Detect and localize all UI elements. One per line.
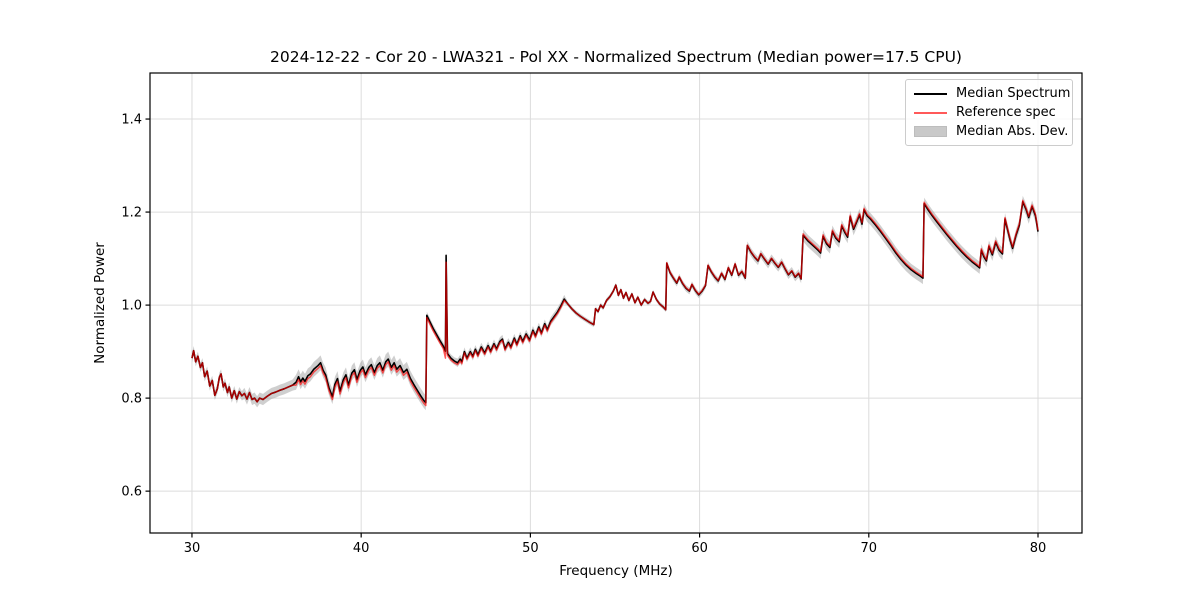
- x-axis-label: Frequency (MHz): [559, 563, 673, 579]
- y-tick-label: 1.0: [121, 299, 142, 314]
- legend-label: Reference spec: [956, 105, 1056, 120]
- mad-band-swatch: [914, 126, 947, 137]
- median-line-swatch: [914, 92, 947, 95]
- x-tick-label: 70: [861, 541, 878, 556]
- x-tick-label: 60: [691, 541, 708, 556]
- legend-item-reference-spec: Reference spec: [914, 103, 1064, 122]
- reference-spec-line: [191, 199, 1039, 407]
- legend-item-median-abs-dev: Median Abs. Dev.: [914, 122, 1068, 141]
- x-tick-label: 30: [184, 541, 201, 556]
- x-tick-label: 80: [1030, 541, 1047, 556]
- median-spectrum-line: [191, 201, 1039, 404]
- reference-line-swatch: [914, 111, 947, 114]
- x-tick-label: 50: [522, 541, 539, 556]
- chart-title: 2024-12-22 - Cor 20 - LWA321 - Pol XX - …: [270, 48, 962, 66]
- legend-label: Median Spectrum: [956, 86, 1071, 101]
- x-tick-label: 40: [353, 541, 370, 556]
- y-tick-label: 0.6: [121, 485, 142, 500]
- axes-spines: [149, 72, 1083, 534]
- legend-label: Median Abs. Dev.: [956, 124, 1069, 139]
- y-tick-label: 1.2: [121, 206, 142, 221]
- legend: Median Spectrum Reference spec Median Ab…: [905, 79, 1073, 146]
- y-tick-label: 1.4: [121, 113, 142, 128]
- y-tick-label: 0.8: [121, 392, 142, 407]
- legend-item-median-spectrum: Median Spectrum: [914, 84, 1070, 103]
- mad-band: [191, 195, 1039, 411]
